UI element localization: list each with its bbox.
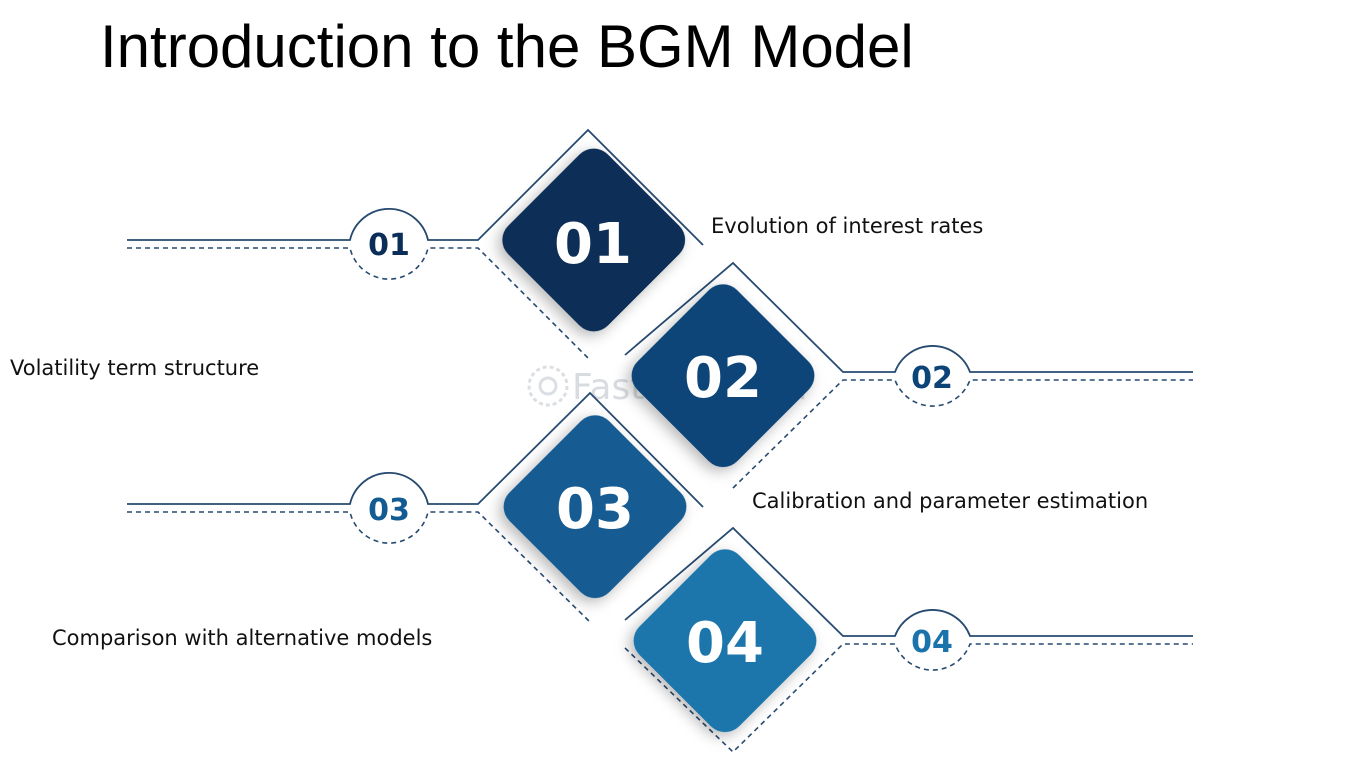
step-03-label: Calibration and parameter estimation xyxy=(752,488,1148,514)
step-02-big-number: 02 xyxy=(684,346,762,411)
step-01-label: Evolution of interest rates xyxy=(711,213,983,239)
step-04-small-number: 04 xyxy=(911,625,953,660)
step-01-big-number: 01 xyxy=(554,212,632,277)
step-03-big-number: 03 xyxy=(556,477,634,542)
step-03-small-number: 03 xyxy=(368,493,410,528)
step-02: 02 02 xyxy=(623,263,1193,488)
step-04: 04 04 xyxy=(625,528,1193,752)
step-01-small-number: 01 xyxy=(368,228,410,263)
step-02-label: Volatility term structure xyxy=(10,355,259,381)
step-04-label: Comparison with alternative models xyxy=(52,625,432,651)
step-02-small-number: 02 xyxy=(911,361,953,396)
gear-icon xyxy=(529,367,567,405)
step-01: 01 01 xyxy=(127,130,703,358)
step-04-big-number: 04 xyxy=(686,611,764,676)
step-03: 03 03 xyxy=(127,393,703,622)
